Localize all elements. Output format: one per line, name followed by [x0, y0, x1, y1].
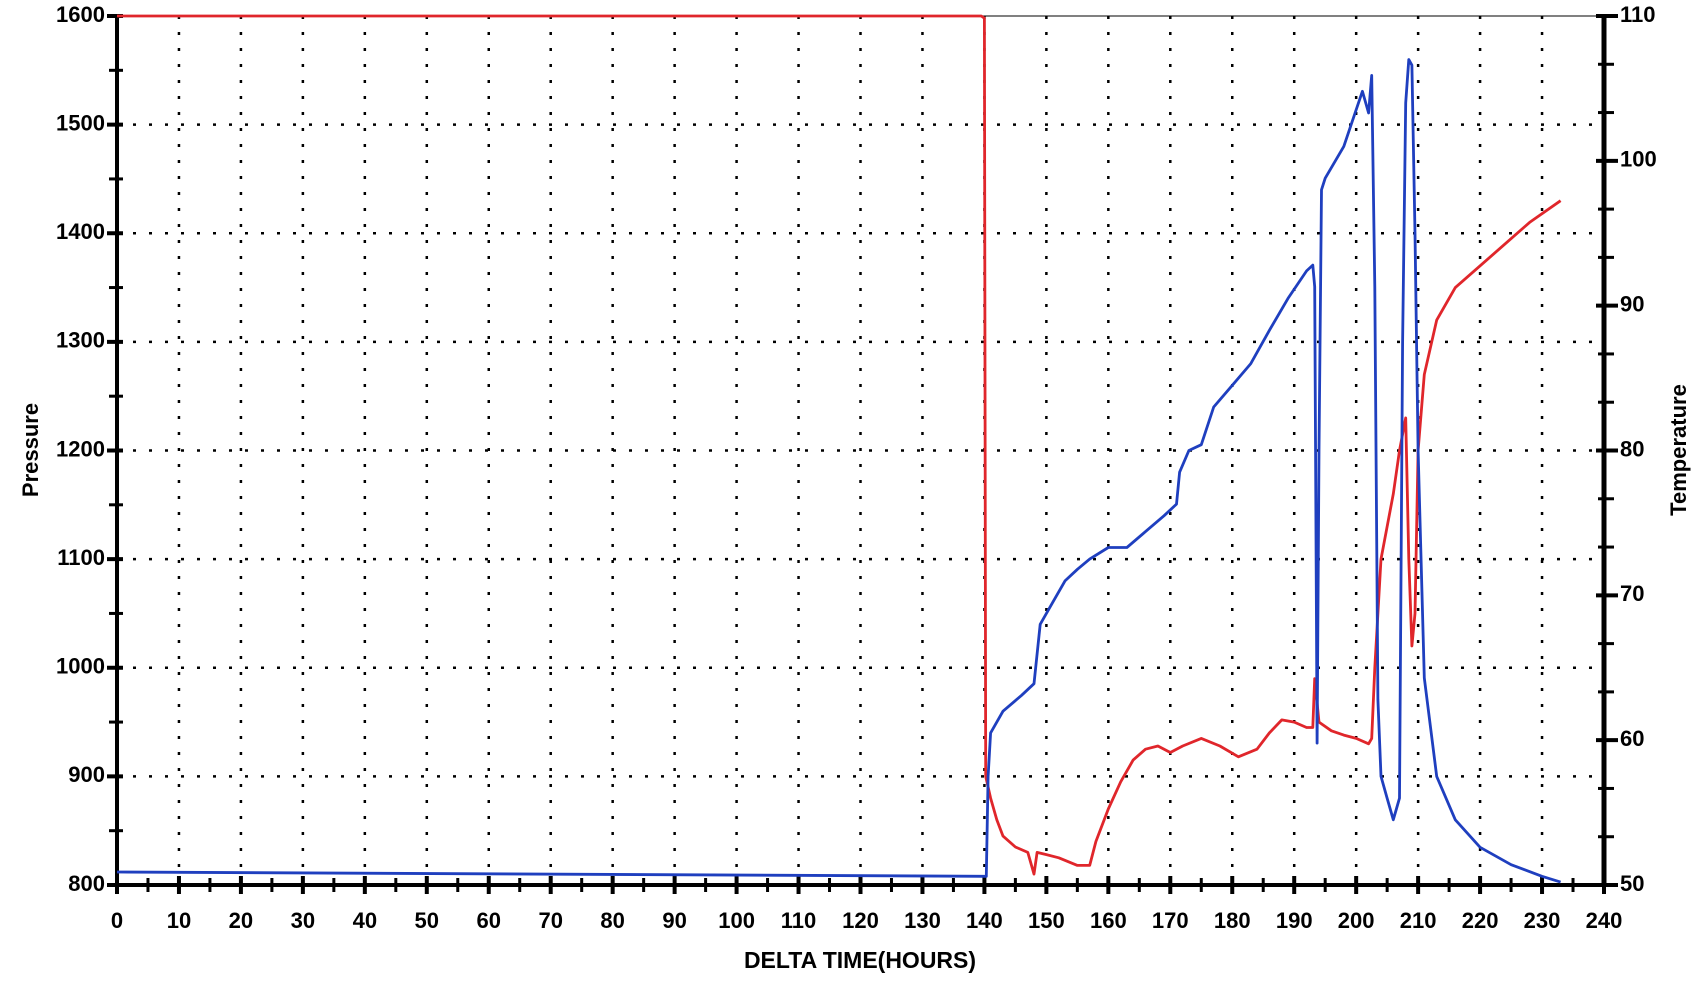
y-axis-label: Pressure	[18, 403, 43, 497]
y2-tick-label: 70	[1620, 581, 1644, 606]
series-line	[117, 14, 1562, 876]
y-tick-label: 1400	[56, 219, 105, 244]
y2-tick-label: 100	[1620, 147, 1657, 172]
x-tick-label: 20	[229, 908, 253, 933]
y-tick-label: 1200	[56, 436, 105, 461]
x-tick-label: 120	[842, 908, 879, 933]
x-tick-label: 60	[477, 908, 501, 933]
x-tick-label: 30	[291, 908, 315, 933]
y-tick-label: 800	[68, 871, 105, 896]
x-tick-label: 50	[415, 908, 439, 933]
y2-tick-label: 90	[1620, 291, 1644, 316]
y2-tick-label: 110	[1620, 2, 1656, 27]
x-tick-label: 80	[600, 908, 624, 933]
x-tick-label: 200	[1338, 908, 1375, 933]
x-tick-label: 70	[538, 908, 562, 933]
x-tick-label: 10	[167, 908, 191, 933]
x-tick-label: 210	[1400, 908, 1437, 933]
x-axis-label: DELTA TIME(HOURS)	[744, 947, 976, 973]
x-tick-label: 140	[966, 908, 1003, 933]
x-tick-label: 240	[1586, 908, 1623, 933]
series-line	[116, 58, 1562, 884]
x-tick-label: 160	[1090, 908, 1127, 933]
y-tick-label: 1600	[56, 2, 105, 27]
x-tick-label: 100	[718, 908, 755, 933]
y-tick-label: 1500	[56, 110, 105, 135]
y2-tick-label: 80	[1620, 436, 1644, 461]
x-tick-label: 150	[1028, 908, 1065, 933]
y2-axis-label: Temperature	[1666, 384, 1691, 516]
x-tick-label: 170	[1152, 908, 1189, 933]
y2-tick-label: 50	[1620, 871, 1644, 896]
x-tick-label: 90	[662, 908, 686, 933]
y-tick-label: 1000	[56, 654, 105, 679]
y-tick-label: 1300	[56, 328, 105, 353]
x-tick-label: 220	[1462, 908, 1499, 933]
x-tick-label: 40	[353, 908, 377, 933]
x-tick-label: 130	[904, 908, 941, 933]
y-tick-label: 900	[68, 762, 105, 787]
x-tick-label: 190	[1276, 908, 1313, 933]
x-tick-label: 0	[111, 908, 123, 933]
y-tick-label: 1100	[57, 545, 105, 570]
y2-tick-label: 60	[1620, 726, 1644, 751]
x-tick-label: 180	[1214, 908, 1251, 933]
x-tick-label: 230	[1524, 908, 1561, 933]
x-tick-label: 110	[781, 908, 817, 933]
